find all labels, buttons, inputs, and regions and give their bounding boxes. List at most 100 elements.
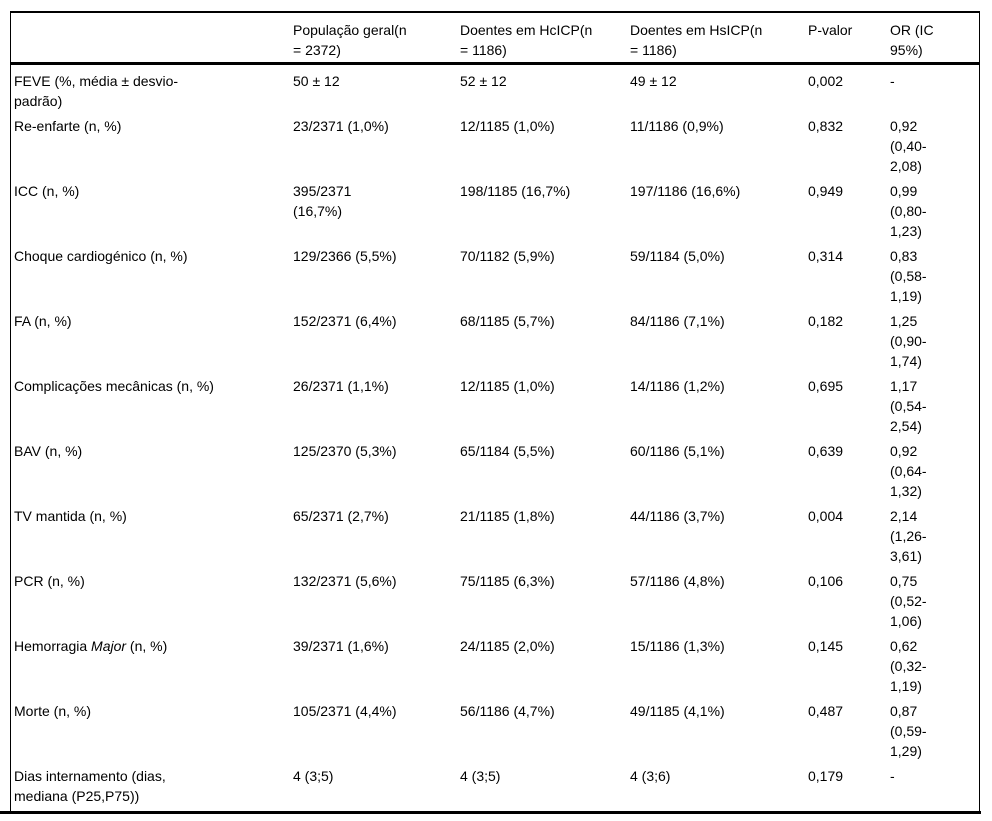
cell-line: PCR (n, %)	[14, 573, 85, 589]
cell-row-label: PCR (n, %)	[11, 571, 293, 631]
cell-populacao-geral: 125/2370 (5,3%)	[293, 441, 460, 501]
cell-doentes-hcicp: 12/1185 (1,0%)	[460, 116, 630, 176]
cell-line: 0,832	[808, 118, 844, 134]
cell-p-valor: 0,179	[808, 766, 890, 806]
cell-doentes-hsicp: 11/1186 (0,9%)	[630, 116, 808, 176]
cell-p-valor: 0,695	[808, 376, 890, 436]
cell-line: 0,314	[808, 248, 844, 264]
col-header-doentes-hsicp: Doentes em HsICP(n = 1186)	[630, 20, 808, 60]
cell-line: (0,32-	[890, 658, 927, 674]
cell-row-label: BAV (n, %)	[11, 441, 293, 501]
cell-line: (0,58-	[890, 268, 927, 284]
cell-line: 0,487	[808, 703, 844, 719]
cell-line: 2,54)	[890, 418, 922, 434]
cell-line: 0,92	[890, 118, 918, 134]
cell-doentes-hsicp: 14/1186 (1,2%)	[630, 376, 808, 436]
cell-line: 75/1185 (6,3%)	[460, 573, 555, 589]
cell-doentes-hcicp: 75/1185 (6,3%)	[460, 571, 630, 631]
cell-or-ic-95: 0,99 (0,80- 1,23)	[890, 181, 979, 241]
cell-line: FA (n, %)	[14, 313, 72, 329]
cell-doentes-hsicp: 84/1186 (7,1%)	[630, 311, 808, 371]
table-row: ICC (n, %) 395/2371 (16,7%) 198/1185 (16,7%…	[11, 181, 979, 246]
cell-line: 0,182	[808, 313, 844, 329]
cell-line: 49/1185 (4,1%)	[630, 703, 725, 719]
cell-doentes-hcicp: 65/1184 (5,5%)	[460, 441, 630, 501]
cell-doentes-hcicp: 198/1185 (16,7%)	[460, 181, 630, 241]
cell-row-label: Dias internamento (dias, mediana (P25,P75…	[11, 766, 293, 806]
cell-line: 132/2371 (5,6%)	[293, 573, 397, 589]
cell-doentes-hcicp: 4 (3;5)	[460, 766, 630, 806]
cell-populacao-geral: 152/2371 (6,4%)	[293, 311, 460, 371]
cell-line: padrão)	[14, 93, 63, 109]
cell-line: 0,002	[808, 73, 844, 89]
cell-line: Doentes em HsICP(n	[630, 22, 763, 38]
cell-row-label: FA (n, %)	[11, 311, 293, 371]
cell-line: 0,004	[808, 508, 844, 524]
cell-doentes-hsicp: 44/1186 (3,7%)	[630, 506, 808, 566]
cell-line: 1,19)	[890, 678, 922, 694]
cell-p-valor: 0,106	[808, 571, 890, 631]
cell-line: 1,19)	[890, 288, 922, 304]
cell-line: 59/1184 (5,0%)	[630, 248, 725, 264]
col-header-row-label-blank	[11, 20, 293, 60]
cell-line: 0,145	[808, 638, 844, 654]
table-row: Complicações mecânicas (n, %) 26/2371 (1,…	[11, 376, 979, 441]
cell-populacao-geral: 26/2371 (1,1%)	[293, 376, 460, 436]
cell-line: 4 (3;5)	[293, 768, 334, 784]
cell-or-ic-95: 1,17 (0,54- 2,54)	[890, 376, 979, 436]
cell-populacao-geral: 105/2371 (4,4%)	[293, 701, 460, 761]
cell-line: 105/2371 (4,4%)	[293, 703, 397, 719]
table-row: Morte (n, %) 105/2371 (4,4%) 56/1186 (4,7%…	[11, 701, 979, 766]
cell-line: TV mantida (n, %)	[14, 508, 127, 524]
table-header-row: População geral(n = 2372) Doentes em HcIC…	[11, 13, 979, 65]
cell-line: Morte (n, %)	[14, 703, 92, 719]
cell-row-label: Morte (n, %)	[11, 701, 293, 761]
cell-doentes-hsicp: 59/1184 (5,0%)	[630, 246, 808, 306]
cell-line: 125/2370 (5,3%)	[293, 443, 397, 459]
cell-p-valor: 0,004	[808, 506, 890, 566]
cell-doentes-hcicp: 21/1185 (1,8%)	[460, 506, 630, 566]
cell-line: 0,83	[890, 248, 918, 264]
cell-line: População geral(n	[293, 22, 407, 38]
table-row: FA (n, %) 152/2371 (6,4%) 68/1185 (5,7%) 84…	[11, 311, 979, 376]
cell-or-ic-95: -	[890, 71, 979, 111]
cell-line: FEVE (%, média ± desvio-	[14, 73, 179, 89]
cell-line: 0,62	[890, 638, 918, 654]
cell-line: 14/1186 (1,2%)	[630, 378, 725, 394]
cell-line: (0,54-	[890, 398, 927, 414]
cell-p-valor: 0,832	[808, 116, 890, 176]
cell-line: 1,29)	[890, 743, 922, 759]
cell-populacao-geral: 39/2371 (1,6%)	[293, 636, 460, 696]
cell-line: 15/1186 (1,3%)	[630, 638, 725, 654]
table-row: FEVE (%, média ± desvio-padrão) 50 ± 12 52…	[11, 71, 979, 116]
cell-line: 395/2371	[293, 183, 352, 199]
cell-line: 0,99	[890, 183, 918, 199]
cell-line: 2,08)	[890, 158, 922, 174]
cell-doentes-hsicp: 4 (3;6)	[630, 766, 808, 806]
cell-doentes-hsicp: 15/1186 (1,3%)	[630, 636, 808, 696]
cell-p-valor: 0,949	[808, 181, 890, 241]
cell-line: 24/1185 (2,0%)	[460, 638, 555, 654]
cell-line: 57/1186 (4,8%)	[630, 573, 725, 589]
cell-or-ic-95: 2,14 (1,26- 3,61)	[890, 506, 979, 566]
cell-line: 198/1185 (16,7%)	[460, 183, 571, 199]
col-header-or-ic-95: OR (IC 95%)	[890, 20, 979, 60]
cell-line: (1,26-	[890, 528, 927, 544]
cell-line: P-valor	[808, 22, 853, 38]
cell-or-ic-95: 1,25 (0,90- 1,74)	[890, 311, 979, 371]
cell-row-label: Choque cardiogénico (n, %)	[11, 246, 293, 306]
cell-line: 0,179	[808, 768, 844, 784]
cell-doentes-hcicp: 70/1182 (5,9%)	[460, 246, 630, 306]
cell-line: Complicações mecânicas (n, %)	[14, 378, 214, 394]
cell-line: 49 ± 12	[630, 73, 677, 89]
cell-line: 0,949	[808, 183, 844, 199]
cell-line: 2,14	[890, 508, 918, 524]
cell-line: = 1186)	[630, 42, 677, 58]
table-row: BAV (n, %) 125/2370 (5,3%) 65/1184 (5,5%) 6…	[11, 441, 979, 506]
col-header-p-valor: P-valor	[808, 20, 890, 60]
cell-line: 197/1186 (16,6%)	[630, 183, 741, 199]
outcomes-table: População geral(n = 2372) Doentes em HcIC…	[10, 11, 980, 811]
cell-line: 1,25	[890, 313, 918, 329]
cell-or-ic-95: 0,92 (0,40- 2,08)	[890, 116, 979, 176]
